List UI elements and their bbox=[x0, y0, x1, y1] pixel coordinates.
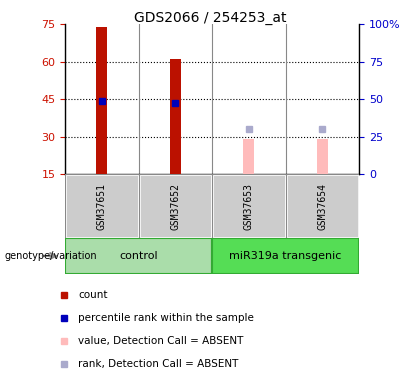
Text: miR319a transgenic: miR319a transgenic bbox=[229, 251, 342, 261]
Bar bbox=[170, 59, 181, 174]
Bar bbox=[139, 174, 212, 238]
Text: GDS2066 / 254253_at: GDS2066 / 254253_at bbox=[134, 11, 286, 25]
Bar bbox=[65, 238, 212, 274]
Bar bbox=[286, 174, 359, 238]
Text: count: count bbox=[78, 290, 108, 300]
Text: GSM37654: GSM37654 bbox=[318, 183, 327, 230]
Text: GSM37653: GSM37653 bbox=[244, 183, 254, 230]
Bar bbox=[65, 174, 139, 238]
Text: genotype/variation: genotype/variation bbox=[4, 251, 97, 261]
Text: control: control bbox=[119, 251, 158, 261]
Bar bbox=[96, 27, 108, 174]
Text: value, Detection Call = ABSENT: value, Detection Call = ABSENT bbox=[78, 336, 244, 346]
Text: GSM37652: GSM37652 bbox=[171, 183, 180, 230]
Bar bbox=[212, 174, 286, 238]
Bar bbox=[317, 140, 328, 174]
Bar bbox=[212, 238, 359, 274]
Text: GSM37651: GSM37651 bbox=[97, 183, 107, 230]
Text: percentile rank within the sample: percentile rank within the sample bbox=[78, 313, 254, 323]
Text: rank, Detection Call = ABSENT: rank, Detection Call = ABSENT bbox=[78, 359, 239, 369]
Bar bbox=[243, 140, 255, 174]
